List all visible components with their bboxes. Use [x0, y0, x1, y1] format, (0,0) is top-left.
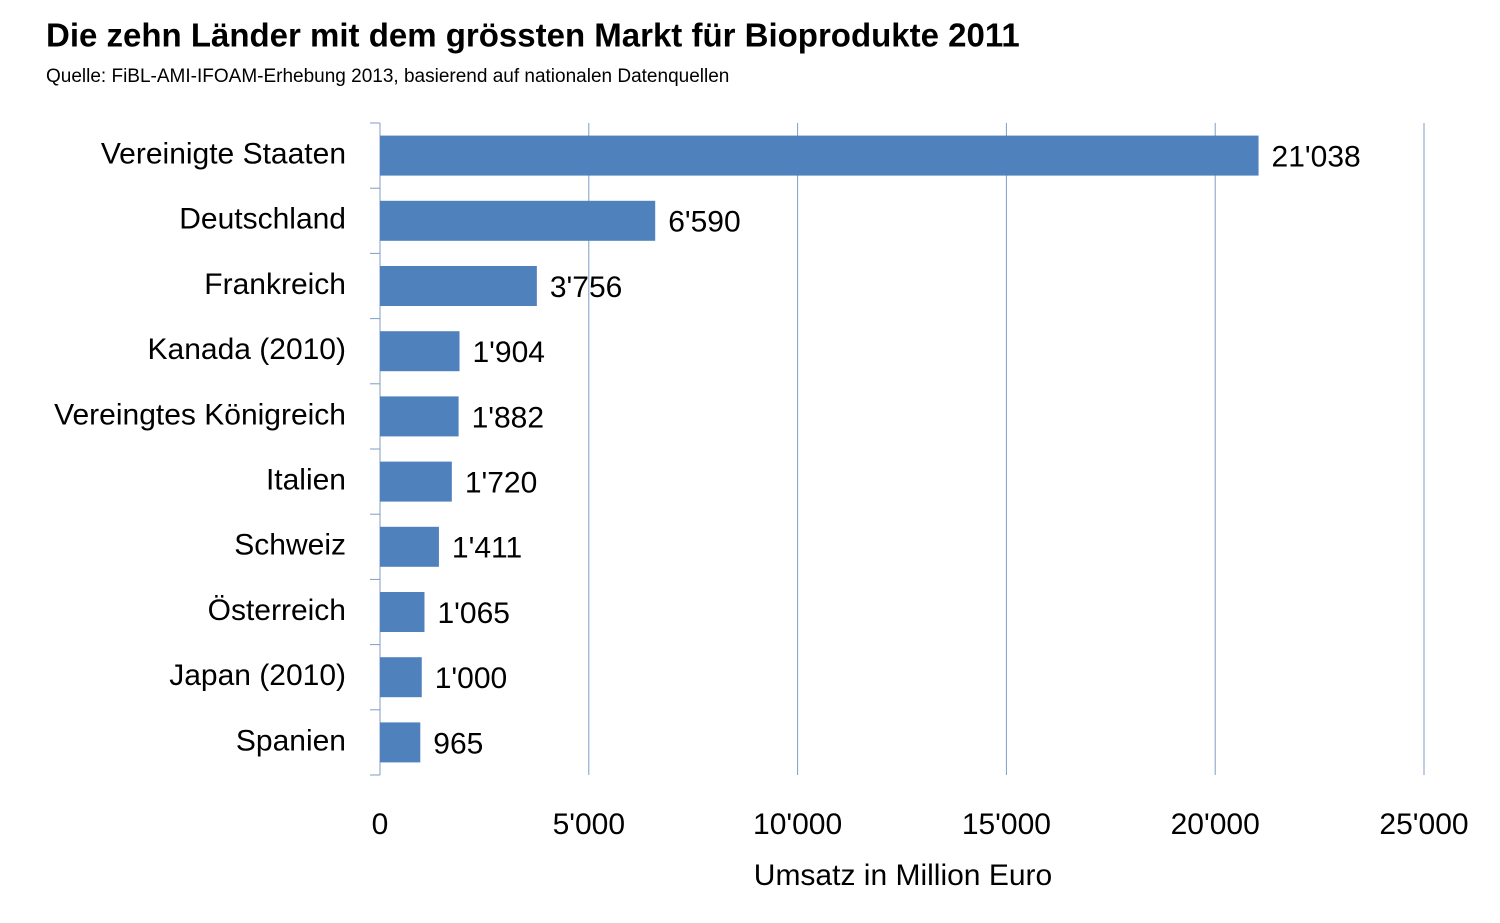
y-tick-label: Italien [266, 464, 346, 497]
bar [380, 461, 452, 502]
value-label: 1'904 [473, 336, 545, 369]
y-tick-label: Vereingtes Königreich [54, 398, 346, 431]
y-tick-label: Spanien [236, 724, 346, 757]
x-axis-title: Umsatz in Million Euro [754, 859, 1052, 892]
value-label: 1'882 [472, 401, 544, 434]
value-label: 1'411 [452, 532, 522, 565]
y-tick-label: Kanada (2010) [148, 333, 347, 366]
value-label: 1'065 [437, 597, 509, 630]
value-label: 965 [433, 727, 483, 760]
bar [380, 200, 656, 241]
y-tick-label: Österreich [208, 594, 346, 627]
value-label: 1'720 [465, 467, 537, 500]
y-tick-label: Frankreich [204, 268, 346, 301]
bar [380, 526, 439, 567]
x-tick-label: 10'000 [753, 808, 842, 841]
value-label: 3'756 [550, 271, 622, 304]
bar [380, 592, 425, 632]
x-tick-label: 25'000 [1379, 808, 1468, 841]
chart-subtitle: Quelle: FiBL-AMI-IFOAM-Erhebung 2013, ba… [46, 66, 729, 87]
x-tick-label: 0 [372, 808, 389, 841]
chart-title: Die zehn Länder mit dem grössten Markt f… [46, 17, 1020, 54]
bar [380, 331, 460, 372]
x-tick-label: 20'000 [1171, 808, 1260, 841]
bar [380, 657, 422, 698]
value-label: 1'000 [435, 662, 507, 695]
value-label: 21'038 [1272, 141, 1361, 174]
x-tick-label: 5'000 [553, 808, 625, 841]
bar [380, 396, 459, 437]
y-tick-label: Schweiz [234, 529, 346, 562]
y-tick-label: Deutschland [179, 203, 346, 236]
bar [380, 135, 1259, 176]
value-label: 6'590 [668, 206, 740, 239]
y-tick-label: Japan (2010) [169, 659, 346, 692]
x-tick-label: 15'000 [962, 808, 1051, 841]
bar [380, 722, 421, 763]
bar [380, 266, 537, 306]
y-tick-label: Vereinigte Staaten [101, 138, 346, 171]
